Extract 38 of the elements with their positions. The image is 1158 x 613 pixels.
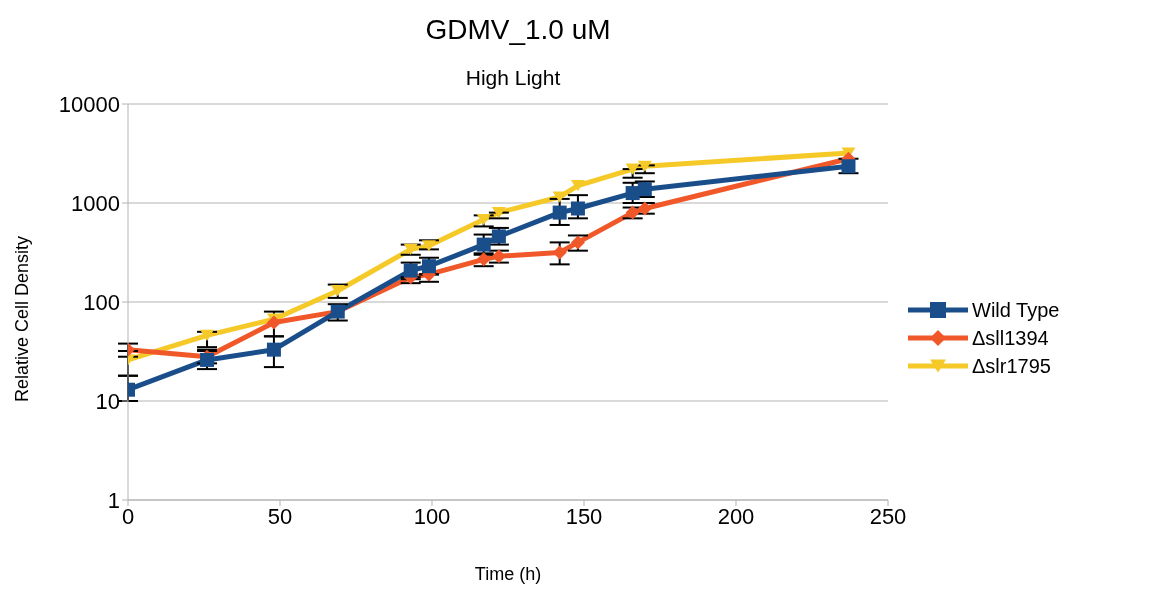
x-tick-label: 200 (717, 503, 755, 529)
point (330, 285, 345, 297)
legend-label: Δsll1394 (972, 326, 1049, 350)
point (476, 213, 491, 226)
x-axis-title: Time (h) (474, 564, 542, 584)
point (637, 201, 652, 216)
x-tick-label: 250 (869, 503, 907, 529)
point (570, 235, 585, 250)
x-tick-label: 100 (413, 503, 451, 529)
point (200, 329, 215, 341)
point (841, 159, 856, 174)
point (491, 206, 506, 219)
chart-subtitle: High Light (464, 66, 562, 90)
chart-title: GDMV_1.0 uM (424, 13, 612, 46)
y-tick-label: 1000 (71, 190, 120, 216)
point (637, 160, 652, 172)
point (421, 240, 436, 252)
y-tick-label: 1 (107, 487, 120, 513)
point (266, 342, 281, 357)
point (570, 201, 585, 216)
y-tick-label: 10 (95, 388, 120, 414)
point (570, 179, 585, 192)
x-tick-label: 0 (121, 503, 135, 529)
legend-label: Wild Type (972, 298, 1060, 322)
y-tick-label: 10000 (58, 91, 120, 117)
point (552, 191, 567, 203)
point (625, 163, 640, 175)
point (552, 245, 567, 260)
point (552, 205, 567, 220)
point (403, 243, 418, 255)
point (266, 315, 281, 330)
y-axis-title: Relative Cell Density (12, 235, 33, 402)
point (625, 205, 640, 220)
legend-label: Δslr1795 (972, 354, 1051, 378)
y-tick-label: 100 (83, 289, 120, 315)
x-tick-label: 150 (565, 503, 603, 529)
point (491, 249, 506, 264)
x-tick-label: 50 (267, 503, 293, 529)
